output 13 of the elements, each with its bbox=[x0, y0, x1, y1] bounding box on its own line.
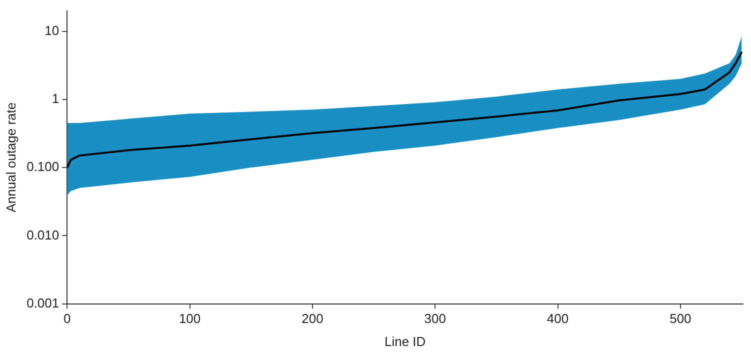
x-axis-title: Line ID bbox=[384, 334, 426, 349]
x-tick-label: 500 bbox=[670, 311, 692, 326]
x-tick-label: 0 bbox=[64, 311, 71, 326]
x-tick-label: 200 bbox=[302, 311, 324, 326]
y-tick-label: 0.010 bbox=[26, 227, 60, 242]
y-tick-label: 10 bbox=[44, 22, 60, 38]
y-tick-label: 1 bbox=[52, 91, 60, 106]
y-tick-label: 0.100 bbox=[26, 159, 60, 174]
y-tick-label: 0.001 bbox=[26, 295, 60, 310]
x-tick-label: 100 bbox=[178, 311, 201, 326]
x-tick-label: 300 bbox=[424, 311, 446, 326]
x-tick-label: 400 bbox=[546, 311, 569, 326]
y-axis-title: Annual outage rate bbox=[3, 102, 18, 212]
